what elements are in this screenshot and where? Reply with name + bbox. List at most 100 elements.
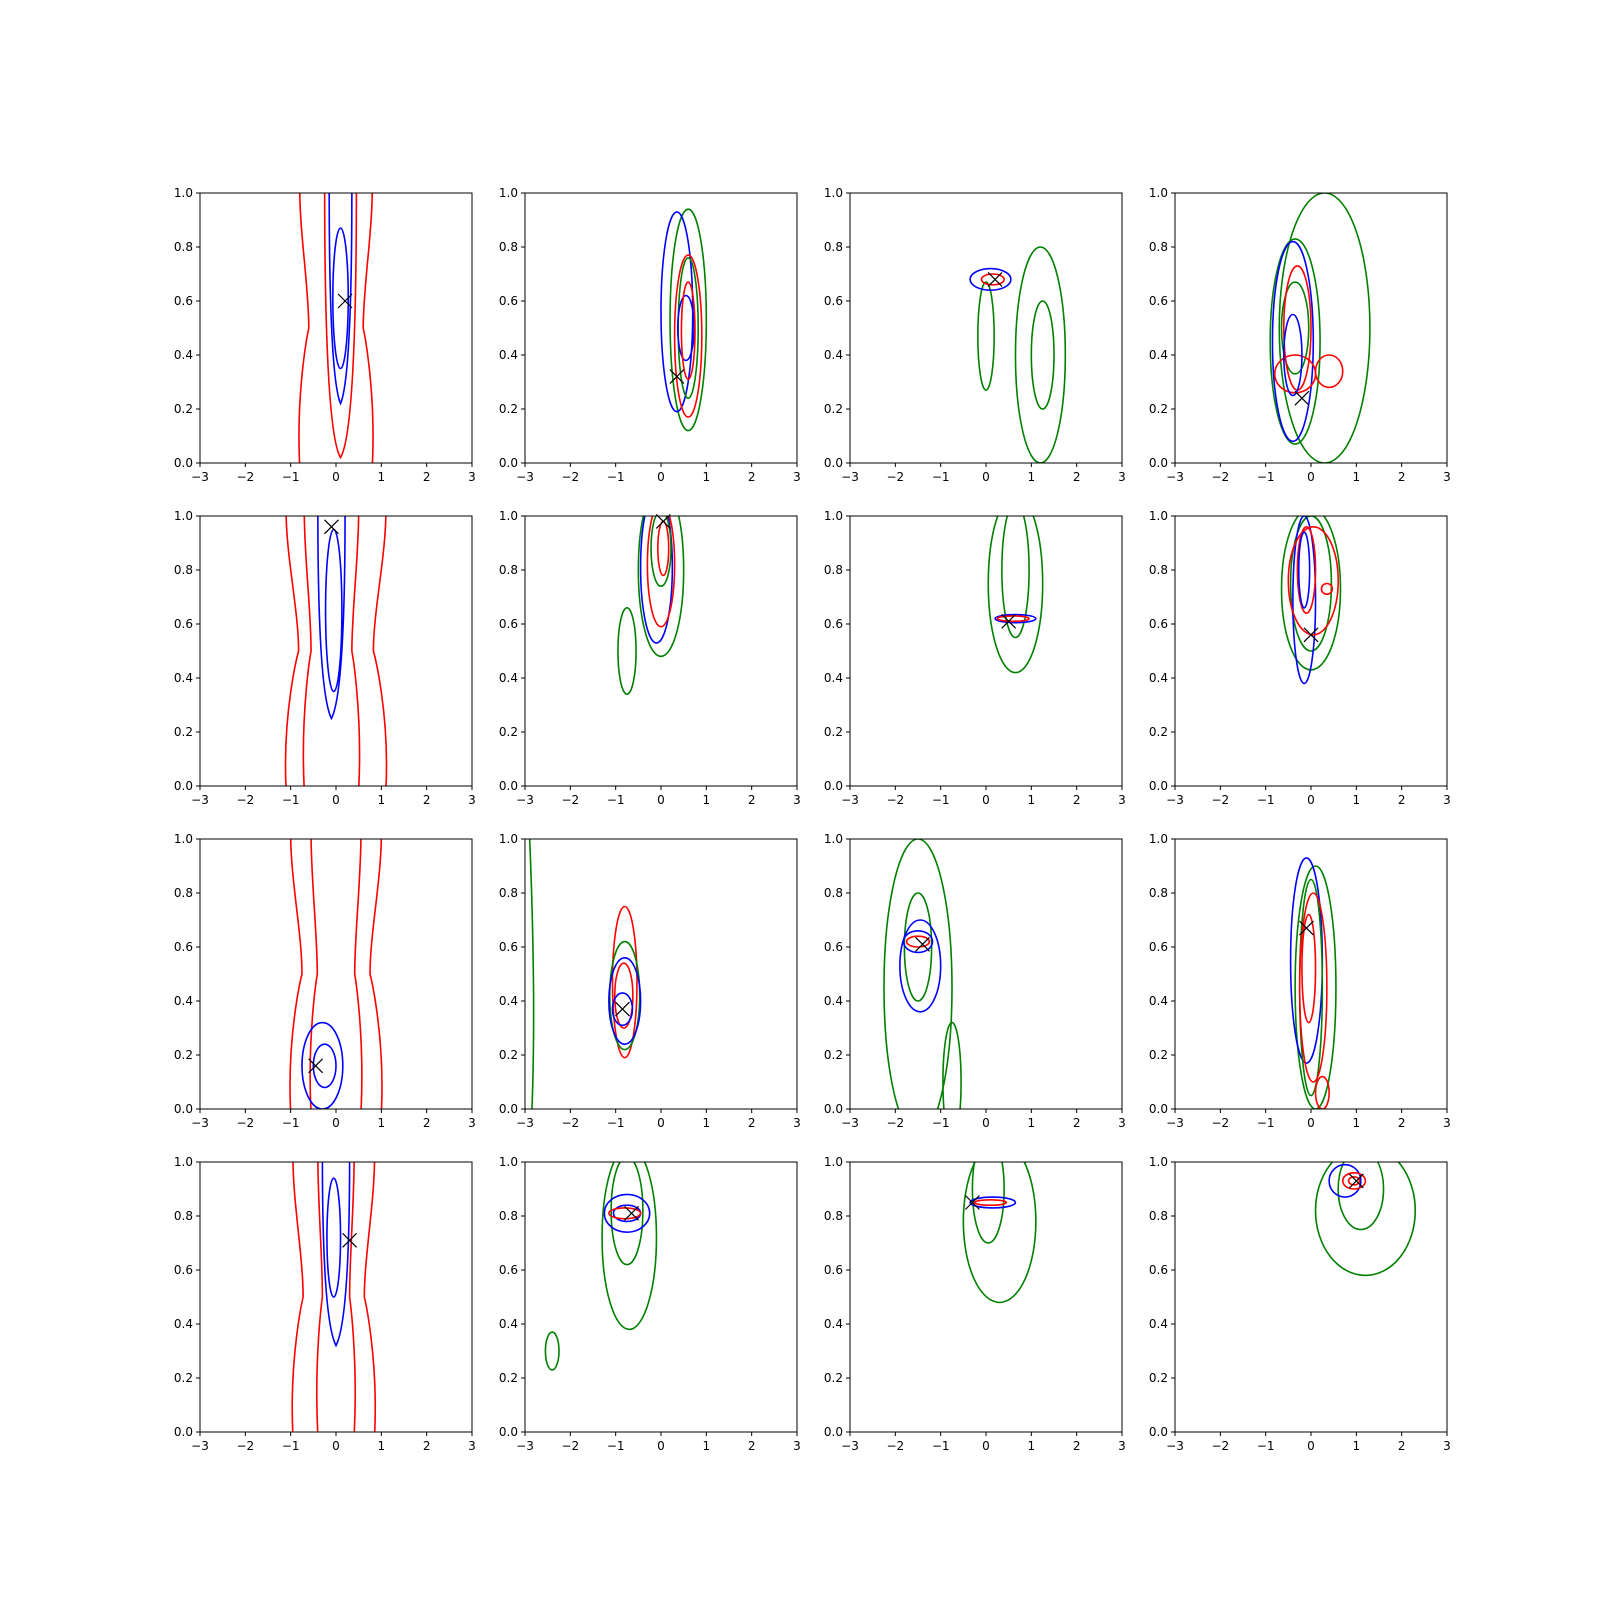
x-tick-label: 2 <box>423 470 431 484</box>
y-tick-label: 0.0 <box>174 1102 193 1116</box>
axes-frame <box>199 515 473 787</box>
red-contour-line <box>1314 1075 1330 1109</box>
x-tick-label: −3 <box>841 1439 859 1453</box>
blue-contour-line <box>332 227 350 370</box>
blue-contour-line <box>1283 313 1303 397</box>
red-contour-line <box>309 839 319 1109</box>
blue-contour-line <box>301 1021 344 1109</box>
y-tick-label: 0.0 <box>824 1425 843 1439</box>
red-contour-line <box>996 615 1030 623</box>
x-tick-label: 3 <box>1443 793 1451 807</box>
x-tick-label: 2 <box>1073 470 1081 484</box>
blue-contour-line <box>312 1043 337 1089</box>
green-contour-line <box>883 839 953 1109</box>
contour-area <box>1280 516 1342 685</box>
x-tick-label: 3 <box>468 793 476 807</box>
y-tick-label: 0.4 <box>824 1317 843 1331</box>
contour-area <box>1314 1162 1417 1277</box>
y-tick-label: 0.2 <box>499 1371 518 1385</box>
y-tick-label: 1.0 <box>499 509 518 523</box>
y-tick-label: 0.2 <box>1149 1371 1168 1385</box>
blue-contour-line <box>902 929 934 954</box>
y-tick-label: 0.6 <box>1149 940 1168 954</box>
x-tick-label: 1 <box>703 1116 711 1130</box>
y-tick-label: 0.4 <box>499 671 518 685</box>
y-tick-label: 0.2 <box>1149 725 1168 739</box>
marker-x <box>308 1058 324 1074</box>
axes-frame <box>524 838 798 1110</box>
x-tick-label: −1 <box>1257 1116 1275 1130</box>
x-tick-label: 2 <box>1073 1116 1081 1130</box>
red-contour-line <box>362 193 374 463</box>
y-tick-label: 1.0 <box>1149 832 1168 846</box>
red-contour-line <box>1320 582 1334 596</box>
subplot-r1-c1: −3 −2 −1 0 1 2 3 0.0 0.2 0.4 0.6 0.8 1.0 <box>174 186 476 484</box>
blue-contour-line <box>1297 531 1311 609</box>
subplot-r2-c4: −3 −2 −1 0 1 2 3 0.0 0.2 0.4 0.6 0.8 1.0 <box>1149 509 1451 807</box>
x-tick-label: −3 <box>841 793 859 807</box>
y-tick-label: 1.0 <box>499 186 518 200</box>
y-tick-label: 1.0 <box>499 1155 518 1169</box>
x-tick-label: 0 <box>657 1116 665 1130</box>
x-tick-label: 1 <box>1028 793 1036 807</box>
y-tick-label: 0.2 <box>1149 1048 1168 1062</box>
y-tick-label: 0.8 <box>174 1209 193 1223</box>
green-contour-line <box>987 516 1044 674</box>
y-tick-label: 0.8 <box>1149 563 1168 577</box>
blue-contour-line <box>899 919 942 1013</box>
x-tick-label: −1 <box>282 1439 300 1453</box>
x-tick-label: −3 <box>191 1439 209 1453</box>
subplot-r4-c2: −3 −2 −1 0 1 2 3 0.0 0.2 0.4 0.6 0.8 1.0 <box>499 1155 801 1453</box>
contour-area <box>883 839 962 1109</box>
x-tick-label: 2 <box>423 793 431 807</box>
x-tick-label: 0 <box>332 470 340 484</box>
y-tick-label: 0.6 <box>1149 617 1168 631</box>
red-contour-line <box>291 1162 304 1432</box>
y-tick-label: 0.6 <box>499 617 518 631</box>
x-tick-label: 2 <box>1398 1439 1406 1453</box>
y-tick-label: 0.2 <box>499 725 518 739</box>
y-tick-label: 0.4 <box>174 994 193 1008</box>
red-contour-line <box>353 839 363 1109</box>
y-tick-label: 0.6 <box>499 940 518 954</box>
y-tick-label: 0.8 <box>824 563 843 577</box>
y-tick-label: 0.2 <box>824 725 843 739</box>
red-contour-line <box>316 1162 324 1432</box>
y-tick-label: 0.4 <box>1149 1317 1168 1331</box>
y-tick-label: 0.6 <box>174 617 193 631</box>
y-tick-label: 0.6 <box>174 940 193 954</box>
marker-x <box>615 1001 630 1017</box>
red-contour-line <box>1301 913 1317 1024</box>
x-tick-label: −1 <box>932 793 950 807</box>
y-tick-label: 0.4 <box>174 671 193 685</box>
x-tick-label: 0 <box>982 793 990 807</box>
x-tick-label: −2 <box>236 1439 254 1453</box>
marker-x <box>987 271 1003 287</box>
marker-x <box>342 1232 358 1248</box>
y-tick-label: 0.8 <box>824 886 843 900</box>
x-tick-label: 0 <box>332 1439 340 1453</box>
contour-area <box>1269 193 1371 463</box>
y-tick-label: 0.4 <box>499 1317 518 1331</box>
blue-contour-line <box>326 1177 342 1298</box>
x-tick-label: 3 <box>1118 1439 1126 1453</box>
y-tick-label: 0.0 <box>824 1102 843 1116</box>
y-tick-label: 0.0 <box>499 779 518 793</box>
axes-frame <box>199 1161 473 1433</box>
subplot-r1-c4: −3 −2 −1 0 1 2 3 0.0 0.2 0.4 0.6 0.8 1.0 <box>1149 186 1451 484</box>
y-tick-label: 0.4 <box>174 348 193 362</box>
x-tick-label: −1 <box>932 470 950 484</box>
subplot-r1-c3: −3 −2 −1 0 1 2 3 0.0 0.2 0.4 0.6 0.8 1.0 <box>824 186 1126 484</box>
y-tick-label: 0.2 <box>174 402 193 416</box>
marker-x <box>964 1195 980 1210</box>
x-tick-label: −1 <box>607 793 625 807</box>
y-tick-label: 0.2 <box>174 1048 193 1062</box>
y-tick-label: 0.0 <box>499 1425 518 1439</box>
red-contour-line <box>298 193 310 463</box>
subplot-r4-c1: −3 −2 −1 0 1 2 3 0.0 0.2 0.4 0.6 0.8 1.0 <box>174 1155 476 1453</box>
red-contour-line <box>608 1207 642 1220</box>
x-tick-label: −1 <box>1257 1439 1275 1453</box>
blue-contour-line <box>676 294 695 362</box>
marker-x <box>1001 613 1017 629</box>
blue-contour-line <box>317 516 346 721</box>
